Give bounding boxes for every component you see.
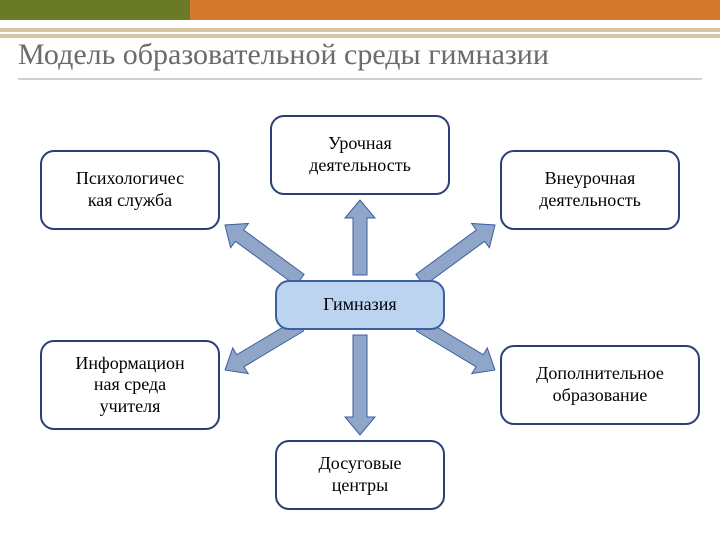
node-n_tr: Внеурочная деятельность: [500, 150, 680, 230]
node-n_tl: Психологичес кая служба: [40, 150, 220, 230]
node-center: Гимназия: [275, 280, 445, 330]
arrow-to-n_bot: [345, 335, 375, 435]
arrow-to-n_tr: [416, 224, 495, 286]
node-n_bot: Досуговые центры: [275, 440, 445, 510]
node-n_br: Дополнительное образование: [500, 345, 700, 425]
diagram-stage: Гимназия Урочная деятельность Психологичес…: [0, 0, 720, 540]
node-n_bl: Информацион ная среда учителя: [40, 340, 220, 430]
arrow-to-n_tl: [225, 224, 304, 286]
node-n_top: Урочная деятельность: [270, 115, 450, 195]
arrow-to-n_top: [345, 200, 375, 275]
